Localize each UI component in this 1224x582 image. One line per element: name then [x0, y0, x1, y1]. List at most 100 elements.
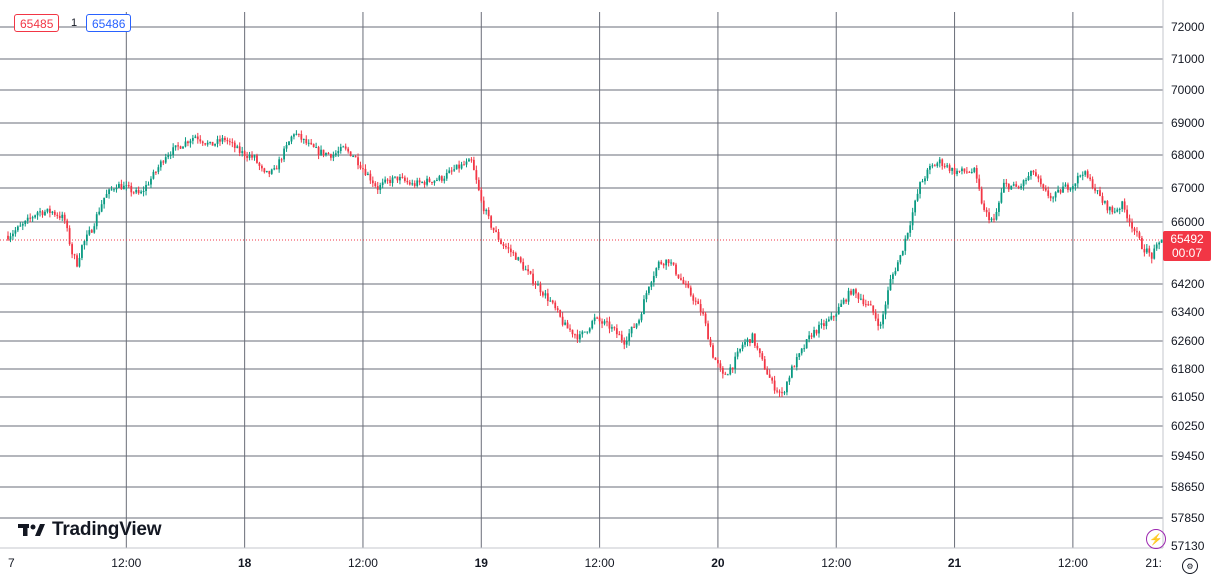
candle-body: [1123, 201, 1126, 210]
candle-body: [44, 211, 46, 216]
settings-icon[interactable]: ⚙: [1182, 558, 1198, 574]
candle-body: [460, 164, 463, 169]
candle-body: [78, 257, 81, 267]
candle-body: [1091, 179, 1094, 189]
last-price-tag: 65492 00:07: [1163, 231, 1211, 261]
candle-body: [1153, 248, 1156, 259]
candle-body: [943, 165, 946, 167]
candle-body: [719, 363, 722, 368]
candle-body: [1020, 186, 1023, 188]
candle-body: [933, 165, 936, 167]
candle-body: [270, 169, 273, 174]
candles: [7, 130, 1163, 398]
candle-body: [280, 159, 283, 161]
candle-body: [938, 159, 941, 164]
candle-body: [342, 146, 345, 148]
candle-body: [1126, 209, 1129, 219]
candle-body: [381, 182, 384, 186]
candle-body: [95, 214, 98, 227]
candle-body: [455, 164, 458, 170]
candle-body: [371, 180, 374, 184]
candle-body: [105, 194, 108, 198]
candle-body: [418, 180, 421, 183]
candle-body: [1059, 189, 1062, 193]
price-tick-label: 70000: [1171, 83, 1205, 97]
candle-body: [869, 304, 872, 306]
candle-body: [1128, 218, 1131, 222]
candle-body: [256, 155, 258, 163]
candle-body: [155, 171, 157, 173]
candle-body: [362, 168, 364, 170]
candle-body: [583, 331, 586, 333]
candle-body: [721, 367, 724, 374]
candle-body: [347, 148, 350, 152]
candle-body: [598, 317, 601, 322]
candle-body: [929, 166, 931, 170]
candle-body: [187, 141, 189, 144]
candle-body: [83, 241, 86, 246]
candle-body: [766, 369, 769, 375]
candle-body: [108, 189, 110, 195]
candle-body: [423, 181, 426, 185]
candle-body: [297, 133, 300, 135]
candle-body: [322, 149, 325, 155]
sell-price-badge[interactable]: 65485: [14, 14, 60, 32]
candle-body: [290, 136, 293, 142]
candle-body: [159, 161, 162, 168]
candle-body: [46, 208, 49, 212]
lightning-icon[interactable]: ⚡: [1146, 529, 1166, 549]
tradingview-logo[interactable]: TradingView: [18, 519, 162, 541]
candle-body: [1039, 178, 1042, 185]
candle-body: [317, 147, 320, 155]
candle-body: [19, 225, 22, 227]
candle-body: [926, 169, 929, 179]
candle-body: [325, 152, 327, 155]
candle-body: [236, 146, 239, 148]
candle-body: [1141, 237, 1143, 250]
candle-body: [726, 374, 729, 376]
price-axis: 72000 71000 70000 69000 68000 67000 66000 64200…: [1171, 20, 1205, 553]
candle-body: [233, 142, 236, 148]
vertical-grid: [125, 12, 1074, 548]
candle-body: [265, 170, 268, 173]
candle-body: [1160, 239, 1163, 243]
candle-body: [963, 168, 966, 172]
candle-body: [211, 141, 214, 146]
candle-body: [894, 271, 897, 275]
candle-body: [758, 348, 761, 354]
candle-body: [90, 230, 93, 233]
price-tick-label: 64200: [1171, 277, 1205, 291]
candle-body: [591, 321, 594, 329]
candle-body: [497, 231, 500, 240]
candle-body: [662, 263, 665, 266]
candle-body: [786, 381, 788, 393]
candle-body: [216, 139, 219, 144]
candle-body: [1000, 192, 1003, 203]
candle-body: [551, 300, 554, 303]
candle-body: [21, 224, 24, 226]
candle-body: [625, 341, 628, 345]
candle-body: [260, 165, 263, 169]
candle-body: [539, 284, 542, 293]
candle-body: [39, 211, 41, 213]
candle-body: [648, 286, 650, 294]
candle-body: [61, 214, 64, 219]
candle-body: [1030, 170, 1032, 176]
candle-body: [93, 226, 96, 233]
candle-body: [246, 156, 249, 158]
candle-body: [763, 359, 766, 370]
candle-body: [707, 323, 709, 340]
buy-price-badge[interactable]: 65486: [86, 14, 132, 32]
candle-body: [34, 215, 37, 218]
price-tick-label: 61050: [1171, 390, 1205, 404]
candle-body: [283, 148, 285, 160]
candle-body: [401, 176, 404, 178]
candle-body: [546, 293, 549, 302]
candle-body: [1111, 206, 1114, 213]
candle-body: [768, 374, 771, 378]
candle-body: [879, 324, 882, 326]
candle-body: [882, 314, 884, 325]
candle-body: [855, 289, 857, 294]
candle-body: [263, 168, 266, 173]
